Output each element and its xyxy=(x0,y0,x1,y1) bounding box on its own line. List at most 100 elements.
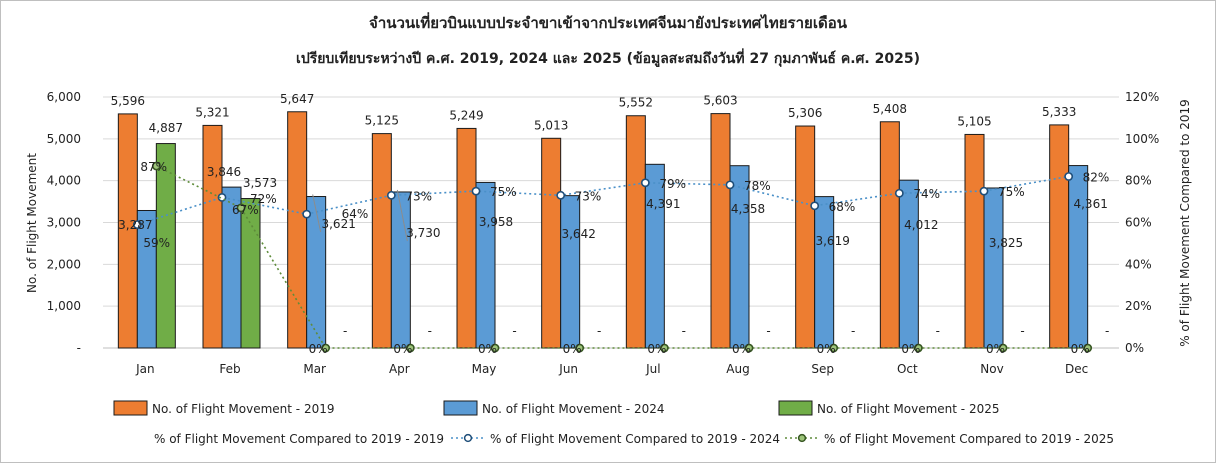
line-point xyxy=(725,180,735,190)
data-label-2024: 4,391 xyxy=(646,197,680,211)
legend-label: % of Flight Movement Compared to 2019 - … xyxy=(154,432,444,446)
bar xyxy=(898,179,919,349)
line-point xyxy=(894,188,904,198)
data-label-2024: 3,958 xyxy=(479,215,513,229)
data-labels: 5,596 5,321 5,647 5,125 5,249 5,013 5,552 5,603… xyxy=(111,92,1110,356)
pct-label-2025: 0% xyxy=(817,342,836,356)
line-point xyxy=(1064,172,1074,181)
line-series-path xyxy=(155,165,1088,349)
data-label-2025: - xyxy=(682,324,686,338)
y-tick-label-right: 100% xyxy=(1125,132,1159,146)
leader-line xyxy=(396,189,408,242)
y-axis-label-left: No. of Flight Movement xyxy=(25,153,39,293)
line-point xyxy=(132,220,142,229)
line-point xyxy=(913,343,923,353)
pct-label-2024: 59% xyxy=(143,236,170,250)
pct-label-2024: 73% xyxy=(405,189,432,203)
y-tick-label-right: 0% xyxy=(1125,341,1144,355)
pct-label-2025: 0% xyxy=(1071,342,1090,356)
y-tick-label-left: 6,000 xyxy=(47,90,81,104)
line-point xyxy=(151,161,161,171)
data-label-2025: - xyxy=(766,324,770,338)
legend-marker xyxy=(797,433,807,443)
data-label-2019: 5,552 xyxy=(619,96,653,110)
x-tick-label: Jan xyxy=(135,362,155,376)
pct-label-2024: 79% xyxy=(659,177,686,191)
data-label-2019: 5,105 xyxy=(957,114,991,128)
data-label-2019: 5,647 xyxy=(280,92,314,106)
bar xyxy=(155,143,176,349)
pct-label-2024: 64% xyxy=(342,207,369,221)
line-point xyxy=(575,343,585,353)
data-label-2019: 5,596 xyxy=(111,94,145,108)
pct-label-2025: 0% xyxy=(901,342,920,356)
bar xyxy=(964,133,985,349)
legend-label: No. of Flight Movement - 2025 xyxy=(817,402,1000,416)
data-label-2025: - xyxy=(597,324,601,338)
pct-label-2025: 0% xyxy=(986,342,1005,356)
pct-label-2025: 87% xyxy=(140,160,167,174)
line-series xyxy=(132,161,1093,353)
data-label-2024: 4,361 xyxy=(1073,197,1107,211)
x-tick-label: Oct xyxy=(897,362,918,376)
data-label-2025: - xyxy=(343,324,347,338)
line-point xyxy=(810,201,820,211)
pct-label-2025: 0% xyxy=(732,342,751,356)
y-tick-label-left: 5,000 xyxy=(47,132,81,146)
line-point xyxy=(471,186,481,196)
line-point xyxy=(386,190,396,200)
pct-label-2025: 0% xyxy=(393,342,412,356)
pct-label-2024: 78% xyxy=(744,179,771,193)
data-label-2024: 3,621 xyxy=(321,217,355,231)
data-label-2024: 3,642 xyxy=(561,227,595,241)
y-tick-label-right: 60% xyxy=(1125,216,1152,230)
y-tick-label-right: 20% xyxy=(1125,299,1152,313)
bar xyxy=(371,133,392,349)
x-tick-label: Dec xyxy=(1065,362,1088,376)
data-label-2024: 3,846 xyxy=(207,165,241,179)
data-label-2024: 3,287 xyxy=(118,218,152,232)
y-axis-label-right: % of Flight Movement Compared to 2019 xyxy=(1178,99,1192,347)
pct-label-2025: 0% xyxy=(309,342,328,356)
data-label-2024: 3,730 xyxy=(406,226,440,240)
legend-label: % of Flight Movement Compared to 2019 - … xyxy=(490,432,780,446)
legend-label: No. of Flight Movement - 2024 xyxy=(482,402,665,416)
y-tick-label-left: 4,000 xyxy=(47,174,81,188)
bar xyxy=(710,113,731,349)
legend-label: No. of Flight Movement - 2019 xyxy=(152,402,335,416)
data-label-2024: 3,619 xyxy=(815,234,849,248)
data-label-2024: 4,012 xyxy=(904,218,938,232)
legend-marker xyxy=(463,433,473,443)
pct-label-2025: 0% xyxy=(478,342,497,356)
legend: No. of Flight Movement - 2019 No. of Flig… xyxy=(113,400,1114,446)
axes: - 0% 1,000 20% 2,000 40% 3,000 60% 4,000 80% 5,000… xyxy=(47,90,1160,376)
data-label-2025: 4,887 xyxy=(149,121,183,135)
line-point xyxy=(236,203,246,213)
pct-label-2024: 75% xyxy=(490,185,517,199)
pct-label-2025: 0% xyxy=(563,342,582,356)
bar xyxy=(879,121,900,349)
bar xyxy=(240,198,261,349)
bar xyxy=(456,127,477,349)
data-label-2019: 5,321 xyxy=(195,105,229,119)
line-point xyxy=(998,343,1008,353)
bar xyxy=(306,196,327,349)
x-tick-label: Jul xyxy=(645,362,660,376)
data-label-2025: - xyxy=(1020,324,1024,338)
line-point xyxy=(640,178,650,188)
bars xyxy=(117,111,1089,349)
y-tick-label-right: 80% xyxy=(1125,174,1152,188)
data-label-2024: 4,358 xyxy=(731,202,765,216)
data-label-2025: - xyxy=(936,324,940,338)
pct-label-2024: 74% xyxy=(913,187,940,201)
gridlines xyxy=(103,96,1119,349)
y-tick-label-left: 3,000 xyxy=(47,216,81,230)
bar xyxy=(625,115,646,349)
data-label-2025: - xyxy=(1105,324,1109,338)
bar xyxy=(475,181,496,349)
bar xyxy=(729,165,750,349)
line-point xyxy=(979,186,989,196)
x-tick-label: Nov xyxy=(980,362,1003,376)
pct-label-2024: 68% xyxy=(829,200,856,214)
y-tick-label-left: - xyxy=(77,341,81,355)
